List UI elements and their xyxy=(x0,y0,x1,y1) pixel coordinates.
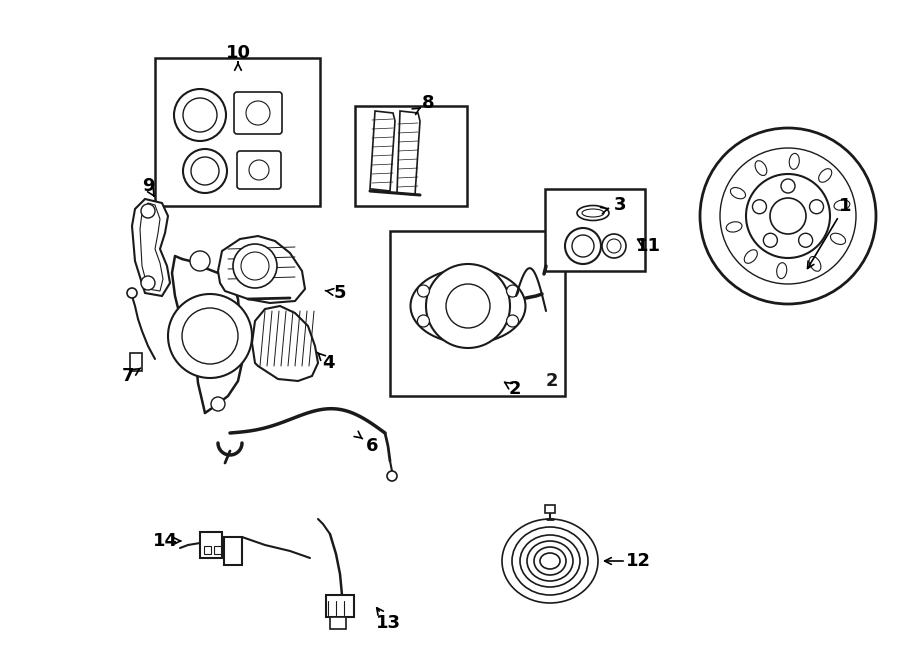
Circle shape xyxy=(770,198,806,234)
Bar xyxy=(200,532,222,558)
Circle shape xyxy=(607,239,621,253)
Circle shape xyxy=(127,288,137,298)
Bar xyxy=(224,537,242,565)
Ellipse shape xyxy=(755,161,767,176)
Polygon shape xyxy=(140,203,163,291)
Text: 2: 2 xyxy=(545,372,558,390)
Bar xyxy=(330,617,346,629)
Ellipse shape xyxy=(819,169,832,182)
Circle shape xyxy=(781,179,795,193)
Circle shape xyxy=(565,228,601,264)
Circle shape xyxy=(233,244,277,288)
Text: 6: 6 xyxy=(365,437,378,455)
FancyBboxPatch shape xyxy=(237,151,281,189)
Ellipse shape xyxy=(726,222,742,232)
Bar xyxy=(355,106,467,206)
Bar xyxy=(214,546,221,554)
Circle shape xyxy=(141,204,155,218)
Text: 14: 14 xyxy=(152,532,177,550)
Circle shape xyxy=(387,471,397,481)
Ellipse shape xyxy=(777,262,787,278)
Ellipse shape xyxy=(789,153,799,169)
Bar xyxy=(326,595,354,617)
Circle shape xyxy=(602,234,626,258)
Circle shape xyxy=(507,315,518,327)
Circle shape xyxy=(752,200,767,214)
Text: 13: 13 xyxy=(375,614,401,632)
Ellipse shape xyxy=(582,209,604,217)
Text: 10: 10 xyxy=(226,44,250,62)
Polygon shape xyxy=(218,236,305,303)
Ellipse shape xyxy=(809,256,821,271)
Bar xyxy=(204,546,211,554)
Circle shape xyxy=(168,294,252,378)
Polygon shape xyxy=(132,199,170,296)
Circle shape xyxy=(249,160,269,180)
Circle shape xyxy=(700,128,876,304)
Circle shape xyxy=(246,101,270,125)
Circle shape xyxy=(798,233,813,247)
Circle shape xyxy=(746,174,830,258)
Text: 5: 5 xyxy=(334,284,346,302)
Text: 12: 12 xyxy=(626,552,651,570)
Ellipse shape xyxy=(834,200,850,210)
Bar xyxy=(155,58,320,206)
Text: 11: 11 xyxy=(635,237,661,255)
Text: 7: 7 xyxy=(122,367,134,385)
Circle shape xyxy=(211,397,225,411)
Circle shape xyxy=(191,157,219,185)
Text: 8: 8 xyxy=(422,94,435,112)
Text: 2: 2 xyxy=(508,380,521,398)
Ellipse shape xyxy=(410,268,526,344)
Polygon shape xyxy=(397,111,420,195)
Bar xyxy=(130,353,142,371)
Circle shape xyxy=(572,235,594,257)
Circle shape xyxy=(241,252,269,280)
Ellipse shape xyxy=(731,188,745,199)
Circle shape xyxy=(426,264,510,348)
Bar xyxy=(545,505,555,513)
Circle shape xyxy=(446,284,490,328)
Circle shape xyxy=(418,315,429,327)
Circle shape xyxy=(763,233,778,247)
Polygon shape xyxy=(252,306,318,381)
Bar xyxy=(545,189,645,271)
Bar xyxy=(390,231,565,396)
Text: 3: 3 xyxy=(614,196,626,214)
Circle shape xyxy=(720,148,856,284)
Ellipse shape xyxy=(831,233,846,245)
Circle shape xyxy=(190,251,210,271)
Circle shape xyxy=(809,200,824,214)
Circle shape xyxy=(418,285,429,297)
Circle shape xyxy=(183,98,217,132)
Circle shape xyxy=(141,276,155,290)
Text: 9: 9 xyxy=(142,177,154,195)
Text: 1: 1 xyxy=(839,197,851,215)
Ellipse shape xyxy=(744,250,758,263)
Ellipse shape xyxy=(577,206,609,221)
Circle shape xyxy=(183,149,227,193)
Polygon shape xyxy=(370,111,395,191)
Text: 4: 4 xyxy=(322,354,334,372)
Circle shape xyxy=(182,308,238,364)
Circle shape xyxy=(174,89,226,141)
Circle shape xyxy=(507,285,518,297)
FancyBboxPatch shape xyxy=(234,92,282,134)
